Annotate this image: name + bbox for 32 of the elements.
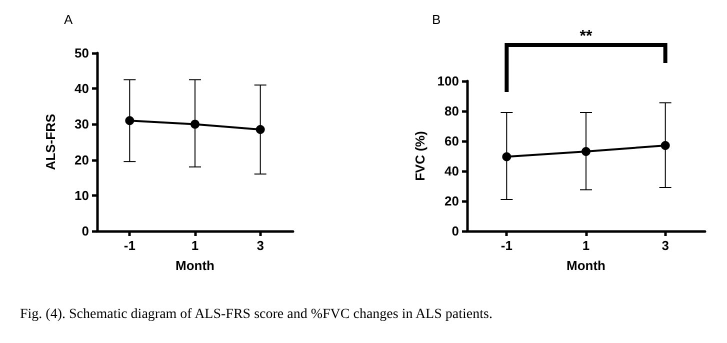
y-tick-label: 80 xyxy=(444,104,459,118)
point xyxy=(582,147,590,156)
x-tick-label: 1 xyxy=(582,238,590,253)
point xyxy=(256,125,265,134)
x-axis-title: Month xyxy=(566,258,606,273)
y-tick-label: 40 xyxy=(444,164,459,178)
x-tick-label: 3 xyxy=(662,238,669,253)
x-tick-label: -1 xyxy=(500,238,512,253)
y-axis-title: FVC (%) xyxy=(412,131,428,181)
y-tick-label: 50 xyxy=(74,46,89,60)
y-axis-title: ALS-FRS xyxy=(43,114,58,170)
x-tick-label: 1 xyxy=(191,238,199,253)
point xyxy=(502,152,512,162)
y-tick-label: 60 xyxy=(444,134,459,148)
y-tick-label: 20 xyxy=(74,152,89,168)
y-tick-label: 20 xyxy=(444,194,459,208)
point xyxy=(125,116,134,126)
y-tick-label: 100 xyxy=(437,74,459,88)
text: Fig. (4). Schematic diagram of ALS-FRS score and %FVC changes in ALS patients. xyxy=(20,307,492,323)
y-tick-label: 10 xyxy=(74,188,89,203)
x-tick-label: -1 xyxy=(124,238,136,253)
x-axis-title: Month xyxy=(176,258,215,273)
y-tick-label: 40 xyxy=(74,81,89,96)
y-tick-label: 30 xyxy=(74,116,89,132)
y-tick-label: 0 xyxy=(452,224,459,238)
text: ** xyxy=(580,28,593,45)
point xyxy=(660,141,670,150)
x-tick-label: 3 xyxy=(256,238,264,253)
point xyxy=(190,120,200,129)
chart-title: B xyxy=(432,12,441,27)
chart-title: A xyxy=(64,12,73,27)
y-tick-label: 0 xyxy=(82,224,89,238)
